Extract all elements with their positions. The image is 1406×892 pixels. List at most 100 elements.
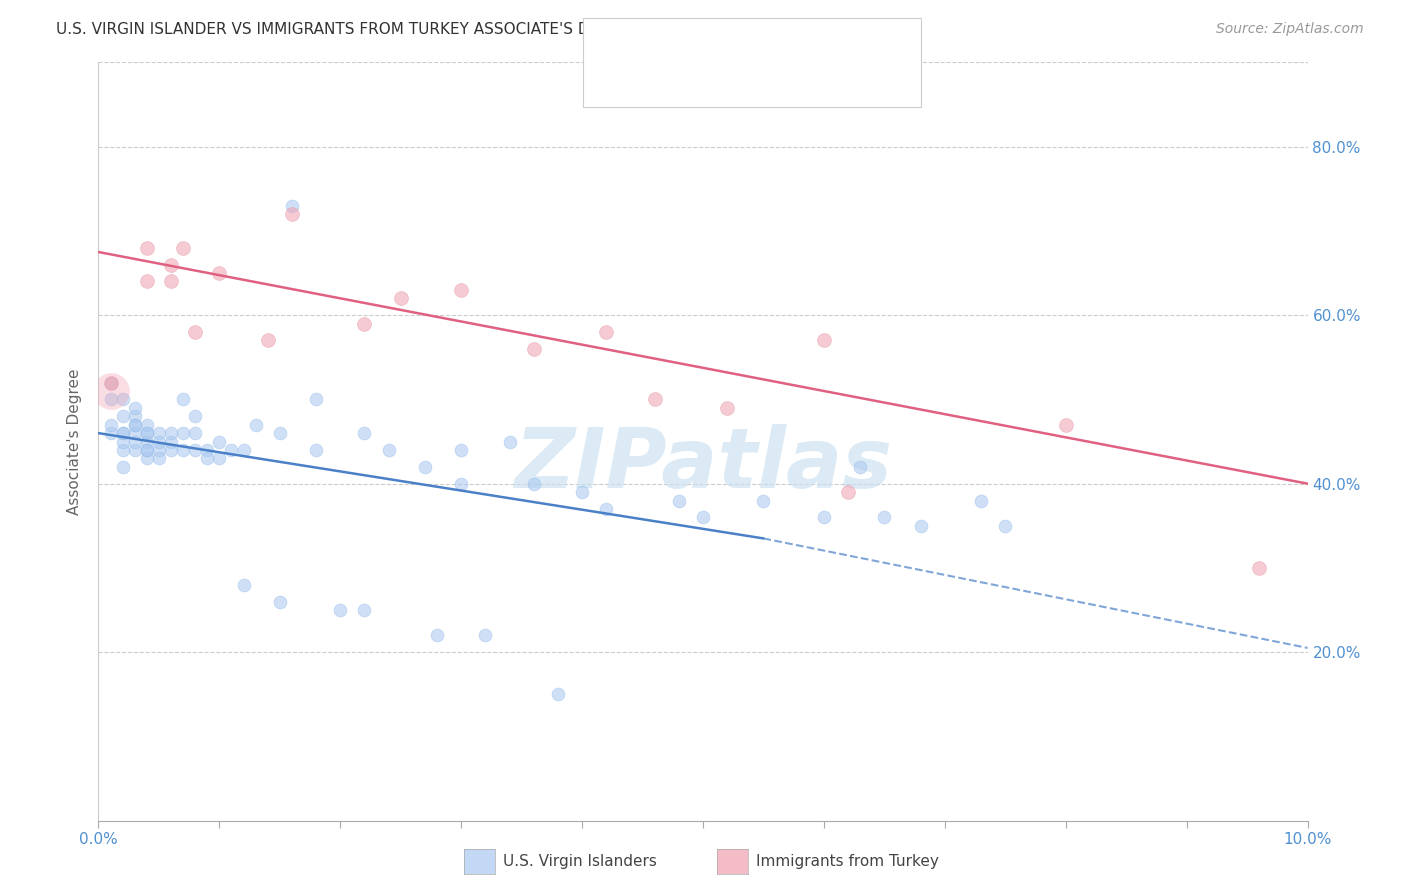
Point bbox=[135, 451, 157, 466]
Text: 21: 21 bbox=[763, 72, 785, 90]
Point bbox=[135, 434, 157, 449]
Point bbox=[184, 426, 207, 441]
Point bbox=[100, 392, 122, 407]
Point bbox=[849, 459, 872, 474]
Point bbox=[305, 392, 328, 407]
Point bbox=[160, 426, 183, 441]
Point bbox=[195, 442, 218, 457]
Point bbox=[523, 342, 546, 356]
Point bbox=[221, 442, 243, 457]
Point bbox=[281, 199, 304, 213]
Point bbox=[813, 334, 835, 348]
Point bbox=[135, 442, 157, 457]
Text: ZIPatlas: ZIPatlas bbox=[515, 424, 891, 505]
Point bbox=[813, 510, 835, 524]
Text: R =: R = bbox=[640, 72, 676, 90]
Point bbox=[111, 392, 134, 407]
Point bbox=[172, 426, 194, 441]
Point bbox=[353, 603, 375, 617]
Point bbox=[160, 434, 183, 449]
Point bbox=[148, 426, 170, 441]
Point bbox=[305, 442, 328, 457]
Text: N =: N = bbox=[731, 35, 768, 53]
Point bbox=[232, 442, 254, 457]
Point bbox=[124, 401, 146, 415]
Point bbox=[426, 628, 449, 642]
Point bbox=[595, 325, 617, 339]
Point bbox=[124, 409, 146, 424]
Point bbox=[160, 275, 183, 289]
Point bbox=[523, 476, 546, 491]
Point bbox=[474, 628, 496, 642]
Point bbox=[184, 442, 207, 457]
Point bbox=[716, 401, 738, 415]
Point bbox=[148, 451, 170, 466]
Text: Immigrants from Turkey: Immigrants from Turkey bbox=[756, 855, 939, 869]
Point bbox=[100, 376, 122, 390]
Point bbox=[111, 426, 134, 441]
Point bbox=[111, 409, 134, 424]
Point bbox=[135, 426, 157, 441]
Point bbox=[970, 493, 993, 508]
Point bbox=[245, 417, 267, 432]
Point bbox=[148, 434, 170, 449]
Point bbox=[195, 451, 218, 466]
Text: R =: R = bbox=[640, 35, 676, 53]
Point bbox=[135, 241, 157, 255]
Point bbox=[910, 518, 932, 533]
Point bbox=[1054, 417, 1077, 432]
Point bbox=[135, 442, 157, 457]
Point bbox=[692, 510, 714, 524]
Point bbox=[172, 241, 194, 255]
Point bbox=[329, 603, 352, 617]
Point bbox=[377, 442, 399, 457]
Point bbox=[269, 426, 291, 441]
Point bbox=[595, 502, 617, 516]
Point bbox=[353, 317, 375, 331]
Point bbox=[135, 275, 157, 289]
Point bbox=[668, 493, 690, 508]
Point bbox=[353, 426, 375, 441]
Text: U.S. VIRGIN ISLANDER VS IMMIGRANTS FROM TURKEY ASSOCIATE'S DEGREE CORRELATION CH: U.S. VIRGIN ISLANDER VS IMMIGRANTS FROM … bbox=[56, 22, 811, 37]
Point bbox=[571, 485, 593, 500]
Point bbox=[124, 434, 146, 449]
Point bbox=[124, 442, 146, 457]
Text: 75: 75 bbox=[763, 35, 785, 53]
Point bbox=[208, 451, 231, 466]
Point bbox=[124, 426, 146, 441]
Point bbox=[100, 417, 122, 432]
Point bbox=[232, 578, 254, 592]
Text: Source: ZipAtlas.com: Source: ZipAtlas.com bbox=[1216, 22, 1364, 37]
Point bbox=[124, 417, 146, 432]
Point bbox=[837, 485, 859, 500]
Point bbox=[547, 687, 569, 701]
Point bbox=[873, 510, 896, 524]
Point bbox=[389, 291, 412, 305]
Point bbox=[100, 376, 122, 390]
Point bbox=[111, 426, 134, 441]
Point bbox=[413, 459, 436, 474]
Point bbox=[148, 442, 170, 457]
Point bbox=[135, 426, 157, 441]
Point bbox=[1249, 561, 1271, 575]
Point bbox=[184, 325, 207, 339]
Point bbox=[100, 384, 122, 398]
Text: U.S. Virgin Islanders: U.S. Virgin Islanders bbox=[503, 855, 657, 869]
Point bbox=[160, 442, 183, 457]
Point bbox=[208, 434, 231, 449]
Point bbox=[450, 283, 472, 297]
Point bbox=[124, 417, 146, 432]
Text: −0.194: −0.194 bbox=[671, 35, 733, 53]
Point bbox=[281, 207, 304, 221]
Point bbox=[450, 442, 472, 457]
Point bbox=[172, 392, 194, 407]
Point bbox=[184, 409, 207, 424]
Point bbox=[498, 434, 520, 449]
Point bbox=[100, 426, 122, 441]
Point bbox=[111, 459, 134, 474]
Point bbox=[111, 442, 134, 457]
Point bbox=[269, 594, 291, 608]
Point bbox=[644, 392, 666, 407]
Point bbox=[172, 442, 194, 457]
Y-axis label: Associate's Degree: Associate's Degree bbox=[67, 368, 83, 515]
